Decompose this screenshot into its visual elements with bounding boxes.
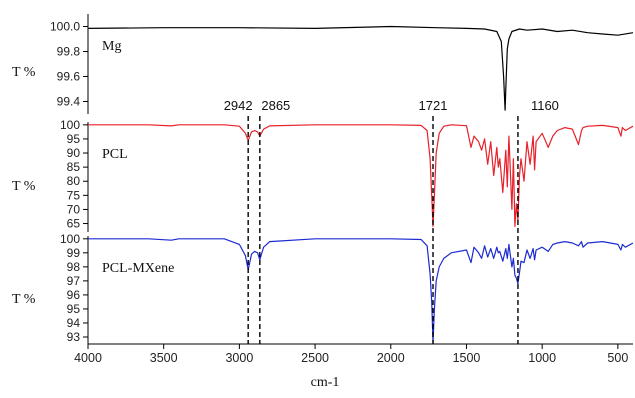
x-tick-label-2000: 2000 [377,351,405,365]
x-axis-title: cm-1 [311,375,340,390]
series-name-3: PCL-MXene [102,261,174,276]
y-tick-label-3-6: 99 [67,246,81,260]
y-axis-title-3: T % [12,292,36,307]
y-tick-label-2-1: 70 [67,202,81,216]
x-tick-label-1500: 1500 [453,351,481,365]
y-tick-label-3-2: 95 [67,302,81,316]
y-tick-label-2-6: 95 [67,132,81,146]
y-tick-label-2-5: 90 [67,146,81,160]
x-tick-label-500: 500 [607,351,628,365]
x-tick-label-3500: 3500 [150,351,178,365]
y-tick-label-3-3: 96 [67,288,81,302]
x-tick-label-2500: 2500 [301,351,329,365]
y-tick-label-2-3: 80 [67,174,81,188]
series-line-2 [88,124,634,227]
y-tick-label-3-7: 100 [60,232,80,246]
x-tick-label-4000: 4000 [74,351,102,365]
y-tick-label-2-7: 100 [60,118,80,132]
y-tick-label-1-2: 99.8 [57,45,81,59]
y-tick-label-3-0: 93 [67,330,81,344]
peak-label-1160: 1160 [531,98,559,113]
y-tick-label-2-0: 65 [67,217,81,231]
x-axis-layer: cm-1 4000 3500 3000 2500 2000 1500 1000 500 [74,343,633,390]
y-tick-label-1-3: 100.0 [50,20,80,34]
series-name-1: Mg [102,39,121,54]
peak-label-1721: 1721 [419,98,448,113]
y-tick-label-2-2: 75 [67,188,81,202]
series-line-3 [88,238,634,344]
series-name-2: PCL [102,147,128,162]
peak-label-2865: 2865 [261,98,290,113]
y-axis-title-2: T % [12,179,36,194]
x-tick-label-3000: 3000 [225,351,253,365]
y-tick-label-3-1: 94 [67,316,81,330]
y-tick-label-3-5: 98 [67,260,81,274]
x-tick-label-1000: 1000 [528,351,556,365]
y-tick-label-1-1: 99.6 [57,70,81,84]
y-tick-label-1-0: 99.4 [57,95,81,109]
peak-markers-layer: 2942 2865 1721 1160 [224,98,559,344]
panel-1: 99.4 99.6 99.8 100.0 Mg T % [12,14,634,114]
series-line-1 [87,25,634,111]
y-tick-label-3-4: 97 [67,274,81,288]
y-tick-label-2-4: 85 [67,160,81,174]
peak-label-2942: 2942 [224,98,253,113]
y-axis-title-1: T % [12,65,36,80]
